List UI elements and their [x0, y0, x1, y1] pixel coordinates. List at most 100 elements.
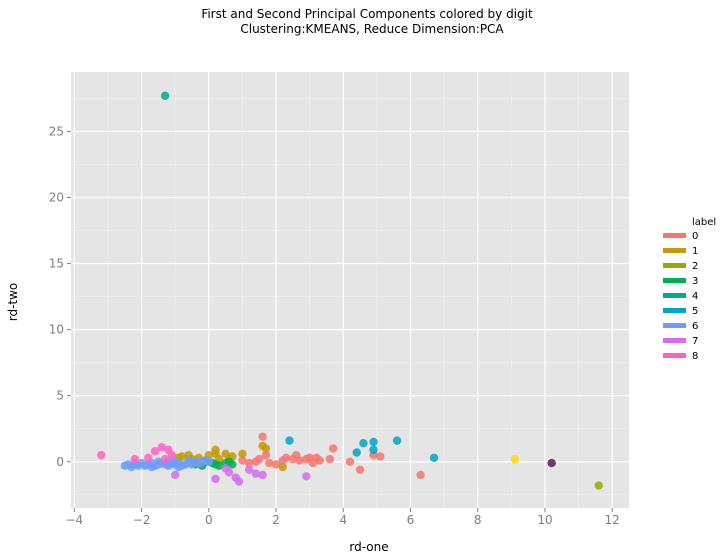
legend-label: 5 — [692, 306, 698, 317]
legend-key — [663, 323, 686, 328]
data-point — [278, 456, 287, 465]
y-tick-label: 5 — [56, 389, 64, 403]
legend-key — [663, 293, 686, 298]
data-point — [258, 441, 267, 451]
data-point — [392, 436, 402, 445]
data-point — [429, 453, 439, 462]
data-point — [258, 470, 267, 480]
data-point — [285, 436, 294, 445]
data-point — [302, 472, 311, 481]
data-point — [211, 445, 220, 455]
data-point — [547, 458, 556, 468]
legend-key — [663, 278, 686, 283]
data-point — [328, 444, 338, 453]
data-point — [244, 465, 254, 474]
legend: label 0 1 2 3 4 5 6 7 8 — [663, 217, 716, 362]
legend-key — [663, 338, 686, 343]
data-point — [355, 465, 365, 474]
data-point — [359, 439, 368, 448]
data-point — [238, 449, 247, 459]
legend-key — [663, 248, 686, 253]
data-point — [147, 462, 156, 472]
data-point — [157, 443, 166, 452]
chart-subtitle: Clustering:KMEANS, Reduce Dimension:PCA — [240, 22, 504, 36]
grid — [71, 72, 629, 508]
x-tick-label: 8 — [474, 513, 482, 527]
x-axis-title: rd-one — [349, 540, 388, 554]
y-axis-title: rd-two — [6, 283, 20, 322]
legend-label: 8 — [692, 351, 698, 362]
data-point — [150, 446, 160, 456]
data-point — [171, 470, 180, 480]
data-point — [369, 437, 378, 447]
x-tick-label: −4 — [66, 513, 84, 527]
y-axis-ticks: 0 5 10 15 20 25 — [49, 124, 71, 469]
data-point — [251, 457, 261, 466]
data-point — [154, 457, 163, 466]
plot-panel — [71, 72, 629, 508]
y-tick-label: 15 — [49, 257, 64, 271]
legend-title: label — [692, 217, 716, 228]
legend-label: 6 — [692, 321, 698, 332]
legend-key — [663, 233, 686, 238]
data-point — [510, 454, 519, 464]
y-tick-label: 25 — [49, 124, 64, 138]
x-tick-label: −2 — [133, 513, 151, 527]
data-point — [234, 477, 244, 486]
data-point — [97, 450, 106, 460]
data-point — [160, 454, 170, 464]
legend-label: 1 — [692, 246, 698, 257]
legend-label: 7 — [692, 336, 698, 347]
data-point — [184, 456, 193, 465]
data-point — [174, 462, 183, 472]
data-point — [416, 470, 425, 480]
data-point — [221, 464, 230, 473]
data-point — [204, 457, 214, 466]
x-tick-label: 4 — [339, 513, 347, 527]
y-tick-label: 0 — [56, 455, 64, 469]
y-tick-label: 10 — [49, 323, 64, 337]
data-point — [288, 454, 298, 464]
data-point — [160, 91, 170, 100]
data-point — [271, 460, 281, 469]
data-point — [352, 448, 361, 457]
data-point — [144, 453, 153, 462]
legend-key — [663, 353, 686, 358]
y-tick-label: 20 — [49, 191, 64, 205]
legend-label: 2 — [692, 261, 698, 272]
data-point — [224, 457, 234, 466]
data-point — [315, 456, 324, 465]
data-point — [295, 456, 304, 465]
data-point — [134, 461, 143, 470]
x-tick-label: 12 — [605, 513, 620, 527]
data-point — [345, 457, 355, 466]
data-point — [127, 462, 136, 472]
data-point — [376, 452, 385, 461]
x-tick-label: 6 — [407, 513, 415, 527]
data-points — [97, 91, 603, 490]
legend-label: 4 — [692, 291, 698, 302]
data-point — [261, 450, 271, 460]
x-tick-label: 0 — [205, 513, 213, 527]
data-point — [278, 462, 287, 472]
data-point — [167, 450, 177, 460]
data-point — [130, 454, 140, 464]
data-point — [238, 456, 247, 465]
data-point — [258, 432, 267, 441]
data-point — [594, 481, 603, 490]
x-tick-label: 2 — [272, 513, 280, 527]
data-point — [211, 474, 220, 484]
data-point — [251, 469, 261, 478]
data-point — [369, 445, 378, 455]
data-point — [265, 458, 274, 468]
data-point — [244, 458, 254, 468]
data-point — [214, 461, 224, 470]
legend-key — [663, 263, 686, 268]
legend-key — [663, 308, 686, 313]
chart-title: First and Second Principal Components co… — [201, 7, 533, 21]
x-axis-ticks: −4 −2 0 2 4 6 8 10 12 — [66, 508, 620, 527]
legend-label: 0 — [692, 231, 698, 242]
data-point — [325, 454, 335, 464]
legend-label: 3 — [692, 276, 698, 287]
